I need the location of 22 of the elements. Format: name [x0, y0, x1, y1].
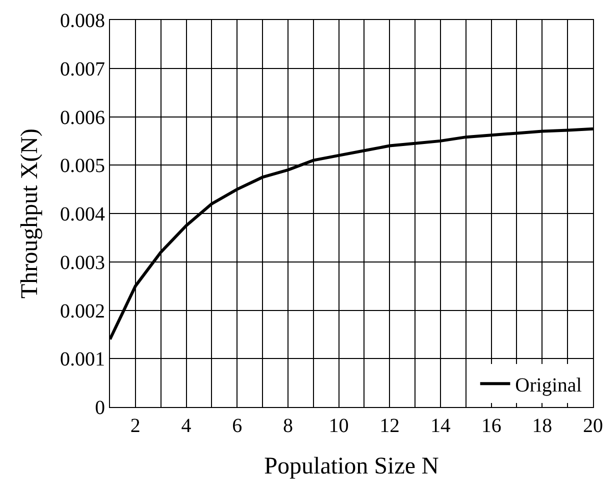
x-tick-label: 20 — [583, 415, 603, 437]
x-tick-label: 6 — [232, 415, 242, 437]
x-axis-title: Population Size N — [264, 453, 439, 480]
y-tick-label: 0.007 — [60, 58, 105, 80]
y-axis-title: Throughput X(N) — [17, 128, 44, 298]
y-tick-label: 0.005 — [60, 155, 105, 178]
y-tick-label: 0.006 — [60, 106, 105, 129]
y-tick-label: 0.003 — [60, 252, 105, 274]
x-tick-label: 18 — [532, 415, 552, 437]
y-tick-label: 0 — [95, 397, 105, 419]
x-tick-label: 4 — [181, 415, 192, 437]
x-tick-label: 10 — [328, 415, 349, 437]
legend-label: Original — [515, 374, 582, 396]
x-tick-label: 16 — [481, 415, 502, 437]
y-tick-label: 0.002 — [60, 300, 105, 322]
y-tick-label: 0.004 — [60, 204, 105, 226]
x-tick-label: 12 — [380, 415, 400, 437]
x-tick-label: 14 — [430, 415, 450, 437]
x-tick-label: 8 — [282, 415, 293, 437]
y-tick-label: 0.001 — [60, 348, 105, 371]
y-tick-label: 0.008 — [60, 10, 105, 32]
x-tick-label: 2 — [130, 415, 140, 437]
